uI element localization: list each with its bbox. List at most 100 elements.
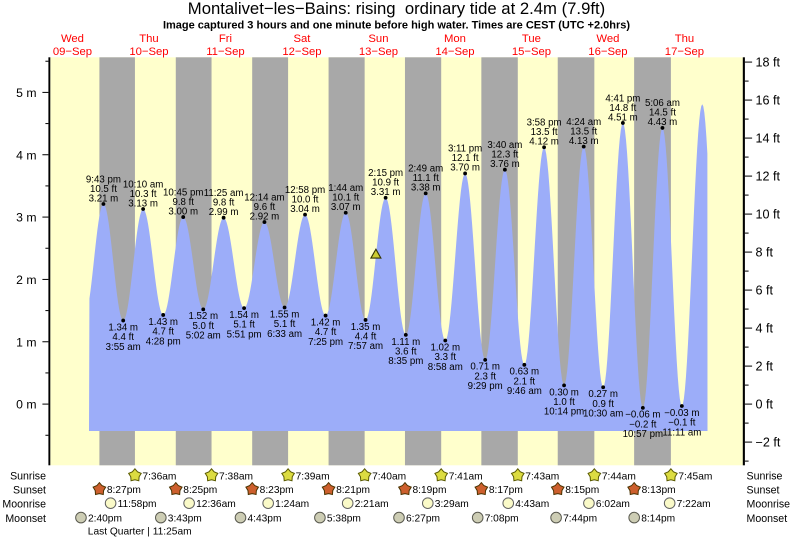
svg-text:8:14pm: 8:14pm	[641, 514, 675, 525]
svg-text:5.0 ft: 5.0 ft	[192, 321, 214, 332]
svg-text:4:43am: 4:43am	[515, 499, 549, 510]
svg-text:7:57 am: 7:57 am	[348, 341, 383, 352]
svg-text:Tue: Tue	[522, 33, 541, 45]
svg-text:−0.03 m: −0.03 m	[664, 408, 699, 419]
svg-text:11:11 am: 11:11 am	[662, 427, 701, 438]
svg-text:8:13pm: 8:13pm	[642, 485, 676, 496]
svg-text:09−Sep: 09−Sep	[53, 46, 92, 58]
svg-text:3.31 m: 3.31 m	[371, 187, 401, 198]
svg-text:3.13 m: 3.13 m	[128, 198, 158, 209]
svg-text:3.21 m: 3.21 m	[89, 193, 119, 204]
svg-text:3:11 pm: 3:11 pm	[448, 144, 482, 155]
svg-text:Thu: Thu	[675, 33, 694, 45]
svg-text:1:44 am: 1:44 am	[328, 183, 363, 194]
svg-text:7:45am: 7:45am	[678, 471, 712, 482]
svg-text:15−Sep: 15−Sep	[512, 46, 551, 58]
svg-text:14.8 ft: 14.8 ft	[609, 103, 636, 114]
svg-text:0.27 m: 0.27 m	[588, 389, 618, 400]
svg-text:5:38pm: 5:38pm	[327, 514, 361, 525]
svg-text:12:14 am: 12:14 am	[244, 192, 284, 203]
svg-text:14−Sep: 14−Sep	[435, 46, 474, 58]
svg-text:12.3 ft: 12.3 ft	[491, 150, 518, 161]
svg-text:2:49 am: 2:49 am	[408, 164, 443, 175]
svg-text:10 ft: 10 ft	[756, 208, 781, 222]
svg-text:0.9 ft: 0.9 ft	[592, 399, 614, 410]
svg-text:9:29 pm: 9:29 pm	[468, 381, 503, 392]
svg-text:4:28 pm: 4:28 pm	[146, 336, 181, 347]
svg-text:0.71 m: 0.71 m	[470, 362, 500, 373]
svg-text:0 ft: 0 ft	[756, 398, 774, 412]
svg-text:8 ft: 8 ft	[756, 246, 774, 260]
svg-text:8:15pm: 8:15pm	[565, 485, 599, 496]
svg-text:10:30 am: 10:30 am	[583, 409, 623, 420]
svg-text:3.6 ft: 3.6 ft	[395, 347, 417, 358]
svg-text:Moonset: Moonset	[5, 513, 46, 525]
svg-text:6 ft: 6 ft	[756, 284, 774, 298]
svg-text:−0.1 ft: −0.1 ft	[668, 418, 696, 429]
svg-text:10.9 ft: 10.9 ft	[372, 178, 399, 189]
svg-text:Sunrise: Sunrise	[10, 471, 46, 483]
svg-text:4:43pm: 4:43pm	[247, 514, 281, 525]
svg-text:8:23pm: 8:23pm	[260, 485, 294, 496]
svg-text:14 ft: 14 ft	[756, 132, 781, 146]
svg-text:8:25pm: 8:25pm	[183, 485, 217, 496]
svg-text:12:36am: 12:36am	[196, 499, 236, 510]
svg-text:1.0 ft: 1.0 ft	[553, 397, 575, 408]
svg-text:3.04 m: 3.04 m	[290, 204, 320, 215]
svg-text:3.70 m: 3.70 m	[450, 163, 480, 174]
svg-text:7:36am: 7:36am	[142, 471, 176, 482]
svg-text:7:43am: 7:43am	[525, 471, 559, 482]
svg-text:4 m: 4 m	[16, 148, 36, 162]
svg-text:Wed: Wed	[596, 33, 619, 45]
svg-text:3 m: 3 m	[16, 211, 36, 225]
svg-text:7:40am: 7:40am	[372, 471, 406, 482]
svg-text:−2 ft: −2 ft	[756, 436, 781, 450]
svg-text:0.30 m: 0.30 m	[549, 387, 579, 398]
svg-text:8:35 pm: 8:35 pm	[388, 356, 423, 367]
svg-text:11.1 ft: 11.1 ft	[413, 173, 440, 184]
svg-text:0.63 m: 0.63 m	[510, 367, 540, 378]
svg-text:8:17pm: 8:17pm	[489, 485, 523, 496]
svg-text:9.8 ft: 9.8 ft	[172, 197, 194, 208]
svg-text:4.51 m: 4.51 m	[608, 112, 638, 123]
svg-text:2.3 ft: 2.3 ft	[474, 371, 496, 382]
svg-text:10.3 ft: 10.3 ft	[130, 189, 157, 200]
svg-text:1:24am: 1:24am	[275, 499, 309, 510]
svg-text:6:02am: 6:02am	[596, 499, 630, 510]
svg-text:8:21pm: 8:21pm	[336, 485, 370, 496]
svg-text:9:43 pm: 9:43 pm	[86, 174, 121, 185]
svg-text:13−Sep: 13−Sep	[359, 46, 398, 58]
svg-text:13.5 ft: 13.5 ft	[570, 126, 597, 137]
svg-text:4.4 ft: 4.4 ft	[112, 332, 134, 343]
svg-text:4.7 ft: 4.7 ft	[152, 327, 174, 338]
svg-text:7:41am: 7:41am	[449, 471, 483, 482]
svg-text:13.5 ft: 13.5 ft	[531, 127, 558, 138]
svg-text:3:29am: 3:29am	[435, 499, 469, 510]
svg-text:Moonset: Moonset	[747, 513, 788, 525]
svg-text:12 ft: 12 ft	[756, 170, 781, 184]
svg-text:12.1 ft: 12.1 ft	[452, 153, 479, 164]
svg-text:11:58pm: 11:58pm	[118, 499, 157, 510]
svg-text:3.07 m: 3.07 m	[331, 202, 361, 213]
svg-text:10:14 pm: 10:14 pm	[544, 407, 584, 418]
svg-text:4:24 am: 4:24 am	[566, 117, 601, 128]
svg-text:4.43 m: 4.43 m	[648, 117, 678, 128]
svg-text:7:44pm: 7:44pm	[563, 514, 597, 525]
svg-text:10:10 am: 10:10 am	[123, 179, 163, 190]
svg-text:1.35 m: 1.35 m	[351, 322, 381, 333]
svg-text:10−Sep: 10−Sep	[129, 46, 168, 58]
svg-text:Fri: Fri	[219, 33, 232, 45]
svg-text:Sunset: Sunset	[13, 484, 46, 496]
svg-text:3.3 ft: 3.3 ft	[435, 352, 457, 363]
svg-text:Sun: Sun	[368, 33, 388, 45]
svg-text:2:40pm: 2:40pm	[88, 514, 122, 525]
svg-text:4:41 pm: 4:41 pm	[605, 93, 640, 104]
svg-text:2 ft: 2 ft	[756, 360, 774, 374]
svg-text:10.5 ft: 10.5 ft	[90, 184, 117, 195]
svg-text:8:58 am: 8:58 am	[428, 362, 463, 373]
svg-text:−0.06 m: −0.06 m	[625, 410, 660, 421]
svg-text:Sat: Sat	[293, 33, 311, 45]
svg-text:10:45 pm: 10:45 pm	[163, 187, 203, 198]
svg-text:7:08pm: 7:08pm	[485, 514, 519, 525]
svg-text:Sunrise: Sunrise	[747, 471, 783, 483]
